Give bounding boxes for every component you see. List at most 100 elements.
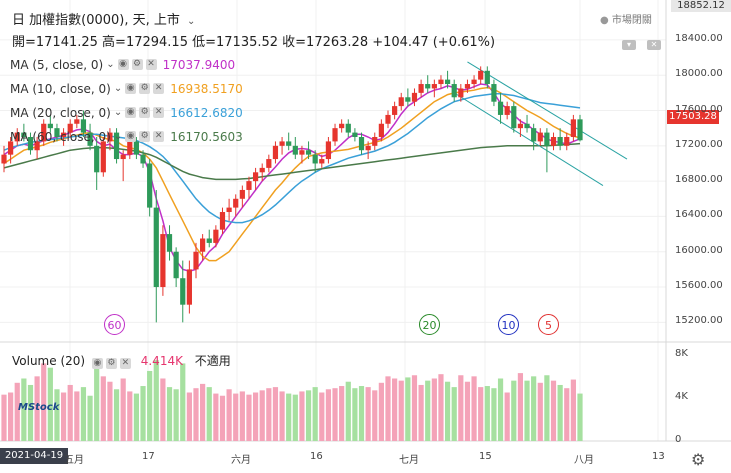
candle-body bbox=[1, 154, 7, 164]
candle-body bbox=[411, 92, 418, 102]
volume-bar bbox=[378, 382, 384, 441]
volume-bar bbox=[292, 394, 298, 441]
close-icon[interactable]: ✕ bbox=[145, 59, 157, 70]
candle-body bbox=[193, 251, 199, 270]
indicator-row[interactable]: MA (5, close, 0) ⌄ ◉ ⚙ ✕ 17037.9400 bbox=[10, 56, 235, 73]
ma60-line bbox=[3, 142, 581, 181]
volume-bar bbox=[100, 376, 106, 441]
volume-bar bbox=[14, 382, 20, 441]
candle-body bbox=[418, 84, 424, 93]
gear-icon[interactable]: ⚙ bbox=[131, 59, 143, 70]
indicator-value: 16938.5170 bbox=[170, 81, 243, 96]
eye-icon[interactable]: ◉ bbox=[125, 83, 137, 94]
candle-body bbox=[299, 150, 305, 155]
candle-body bbox=[319, 159, 325, 164]
candle-body bbox=[60, 132, 67, 137]
gear-icon[interactable]: ⚙ bbox=[105, 358, 117, 369]
volume-bar bbox=[392, 378, 398, 441]
indicator-row[interactable]: MA (60, close, 0) ⌄ ◉ ⚙ ✕ 16170.5603 bbox=[10, 128, 243, 145]
close-panel-icon[interactable]: ✕ bbox=[647, 40, 661, 50]
candle-body bbox=[246, 181, 252, 190]
close-icon[interactable]: ✕ bbox=[153, 131, 165, 142]
volume-header: Volume (20) ◉ ⚙ ✕ 4.414K 不適用 bbox=[12, 352, 231, 369]
candle-body bbox=[451, 84, 457, 98]
close-icon[interactable]: ✕ bbox=[153, 107, 165, 118]
candle-body bbox=[511, 106, 517, 129]
candle-body bbox=[107, 132, 113, 142]
volume-bar bbox=[438, 374, 444, 441]
candle-body bbox=[133, 141, 140, 155]
volume-bar bbox=[8, 392, 14, 441]
candle-body bbox=[173, 251, 179, 279]
indicator-label: MA (20, close, 0) bbox=[10, 105, 111, 120]
volume-bar bbox=[173, 389, 179, 441]
candle-body bbox=[272, 145, 279, 160]
volume-bar bbox=[305, 390, 312, 441]
candle-body bbox=[577, 119, 583, 141]
volume-bar bbox=[537, 382, 543, 441]
volume-bar bbox=[451, 387, 457, 441]
candle-body bbox=[484, 70, 490, 85]
indicator-label: MA (5, close, 0) bbox=[10, 57, 104, 72]
price-tick-label: 17200.00 bbox=[675, 138, 723, 150]
chevron-down-icon[interactable]: ⌄ bbox=[106, 59, 115, 70]
volume-bar bbox=[213, 393, 219, 441]
candle-body bbox=[8, 141, 14, 155]
volume-bar bbox=[531, 376, 537, 441]
event-marker[interactable]: 5 bbox=[538, 314, 559, 335]
indicator-label: MA (60, close, 0) bbox=[10, 129, 111, 144]
volume-bar bbox=[87, 395, 93, 441]
close-icon[interactable]: ✕ bbox=[153, 83, 165, 94]
volume-bar bbox=[120, 378, 126, 441]
candle-body bbox=[27, 136, 34, 151]
indicator-row[interactable]: MA (20, close, 0) ⌄ ◉ ⚙ ✕ 16612.6820 bbox=[10, 104, 243, 121]
volume-bar bbox=[153, 360, 159, 441]
candle-body bbox=[259, 167, 265, 173]
volume-bar bbox=[186, 392, 192, 441]
candle-body bbox=[544, 132, 550, 146]
eye-icon[interactable]: ◉ bbox=[117, 59, 129, 70]
watermark-logo: MStock bbox=[18, 402, 60, 413]
eye-icon[interactable]: ◉ bbox=[91, 358, 103, 369]
volume-bar bbox=[358, 386, 365, 441]
volume-bar bbox=[312, 387, 318, 441]
candle-body bbox=[120, 154, 126, 160]
collapse-icon[interactable]: ▾ bbox=[622, 40, 636, 50]
ma5-line bbox=[3, 83, 581, 272]
volume-bar bbox=[246, 394, 252, 441]
price-tick-label: 16000.00 bbox=[675, 244, 723, 256]
event-marker[interactable]: 10 bbox=[498, 314, 519, 335]
volume-bar bbox=[511, 380, 517, 441]
volume-label: Volume (20) bbox=[12, 354, 86, 368]
price-tick-label: 16400.00 bbox=[675, 209, 723, 221]
eye-icon[interactable]: ◉ bbox=[125, 131, 137, 142]
settings-gear-icon[interactable]: ⚙ bbox=[691, 450, 706, 469]
volume-tick-label: 8K bbox=[675, 347, 688, 359]
time-tick-label: 八月 bbox=[574, 455, 594, 466]
candle-body bbox=[80, 119, 87, 133]
time-tick-label: 15 bbox=[479, 451, 492, 462]
chevron-down-icon[interactable]: ⌄ bbox=[113, 131, 123, 142]
volume-bar bbox=[266, 388, 272, 441]
volume-bar bbox=[332, 388, 338, 441]
volume-bar bbox=[286, 393, 292, 441]
indicator-row[interactable]: MA (10, close, 0) ⌄ ◉ ⚙ ✕ 16938.5170 bbox=[10, 80, 243, 97]
candle-body bbox=[286, 141, 292, 146]
price-tick-label: 15200.00 bbox=[675, 315, 723, 327]
time-tick-label: 五月 bbox=[64, 455, 84, 466]
gear-icon[interactable]: ⚙ bbox=[139, 83, 151, 94]
candle-body bbox=[365, 145, 371, 151]
event-marker[interactable]: 20 bbox=[419, 314, 440, 335]
eye-icon[interactable]: ◉ bbox=[125, 107, 137, 118]
chevron-down-icon[interactable]: ⌄ bbox=[187, 16, 196, 27]
chevron-down-icon[interactable]: ⌄ bbox=[113, 83, 123, 94]
gear-icon[interactable]: ⚙ bbox=[139, 107, 151, 118]
gear-icon[interactable]: ⚙ bbox=[139, 131, 151, 142]
symbol-title[interactable]: 日 加權指數(0000), 天, 上市 ⌄ bbox=[12, 9, 195, 28]
time-tick-label: 16 bbox=[310, 451, 323, 462]
chevron-down-icon[interactable]: ⌄ bbox=[113, 107, 123, 118]
close-icon[interactable]: ✕ bbox=[119, 358, 131, 369]
candle-body bbox=[339, 123, 345, 129]
event-marker[interactable]: 60 bbox=[104, 314, 125, 335]
